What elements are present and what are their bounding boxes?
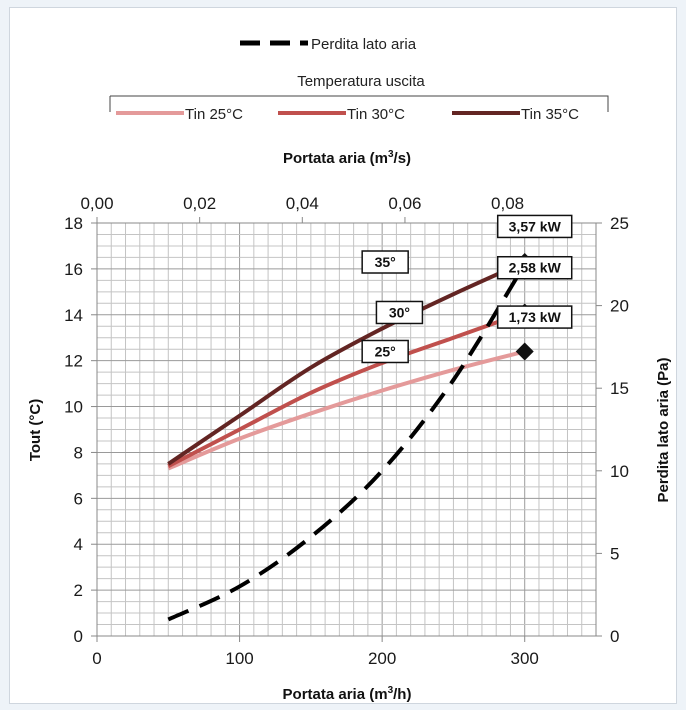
legend-label-25: Tin 25°C bbox=[185, 106, 243, 123]
series-line-tin-30-c bbox=[167, 310, 526, 468]
legend-label-30: Tin 30°C bbox=[347, 106, 405, 123]
legend-group: Temperatura uscita Tin 25°C Tin 30°C Tin… bbox=[109, 73, 609, 123]
y-left-axis-title: Tout (°C) bbox=[27, 399, 44, 461]
power-label-box bbox=[496, 305, 573, 329]
power-label: 2,58 kW bbox=[509, 260, 562, 276]
temperature-label-box bbox=[361, 250, 409, 274]
temperature-label: 35° bbox=[375, 254, 396, 270]
y-left-tick-label: 8 bbox=[74, 443, 83, 462]
y-left-tick-label: 2 bbox=[74, 581, 83, 600]
y-left-tick-label: 18 bbox=[64, 214, 83, 233]
power-label-box bbox=[496, 214, 573, 239]
y-right-tick-label: 20 bbox=[610, 297, 629, 316]
temperature-label-box bbox=[375, 300, 424, 325]
y-right-tick-label: 25 bbox=[610, 214, 629, 233]
top-axis-title: Portata aria (m3/s) bbox=[283, 149, 411, 167]
y-right-tick-label: 0 bbox=[610, 627, 619, 646]
series-line-perdita-lato-aria bbox=[167, 263, 527, 622]
x-tick-label: 200 bbox=[368, 649, 396, 668]
y-right-axis-title: Perdita lato aria (Pa) bbox=[655, 357, 672, 502]
x-top-tick-label: 0,02 bbox=[183, 194, 216, 213]
y-left-tick-label: 0 bbox=[74, 627, 83, 646]
plot-frame bbox=[96, 222, 597, 637]
y-right-tick-label: 5 bbox=[610, 544, 619, 563]
legend-top: Perdita lato aria bbox=[240, 36, 417, 53]
series-line-tin-35-c bbox=[167, 260, 526, 466]
x-tick-label: 100 bbox=[225, 649, 253, 668]
diamond-marker bbox=[515, 342, 534, 361]
x-top-tick-label: 0,04 bbox=[286, 194, 319, 213]
power-label-box bbox=[496, 255, 573, 280]
y-left-tick-label: 16 bbox=[64, 260, 83, 279]
x-top-tick-label: 0,06 bbox=[388, 194, 421, 213]
y-right-tick-label: 10 bbox=[610, 462, 629, 481]
legend-group-title: Temperatura uscita bbox=[297, 73, 425, 90]
y-left-tick-label: 14 bbox=[64, 306, 83, 325]
legend-label-35: Tin 35°C bbox=[521, 106, 579, 123]
x-tick-label: 0 bbox=[92, 649, 101, 668]
legend-dash-label: Perdita lato aria bbox=[311, 36, 417, 53]
annotations: 35° 30° 25° 3,57 kW 2,58 kW 1,73 kW bbox=[361, 214, 573, 364]
power-label: 1,73 kW bbox=[509, 309, 562, 325]
legend-group-bracket bbox=[109, 95, 609, 112]
temperature-label-box bbox=[361, 339, 409, 364]
plot-series bbox=[167, 260, 527, 622]
y-left-tick-label: 6 bbox=[74, 489, 83, 508]
x-top-tick-label: 0,00 bbox=[80, 194, 113, 213]
y-right-tick-label: 15 bbox=[610, 379, 629, 398]
power-label: 3,57 kW bbox=[509, 218, 562, 234]
x-axis-title: Portata aria (m3/h) bbox=[283, 685, 412, 703]
temperature-label: 30° bbox=[389, 304, 410, 320]
y-left-tick-label: 4 bbox=[74, 535, 83, 554]
y-left-tick-label: 12 bbox=[64, 352, 83, 371]
temperature-label: 25° bbox=[375, 343, 396, 359]
y-left-tick-label: 10 bbox=[64, 398, 83, 417]
x-tick-label: 300 bbox=[511, 649, 539, 668]
grid bbox=[96, 222, 597, 637]
series-line-tin-25-c bbox=[167, 349, 526, 471]
chart-frame bbox=[9, 7, 677, 704]
x-top-tick-label: 0,08 bbox=[491, 194, 524, 213]
